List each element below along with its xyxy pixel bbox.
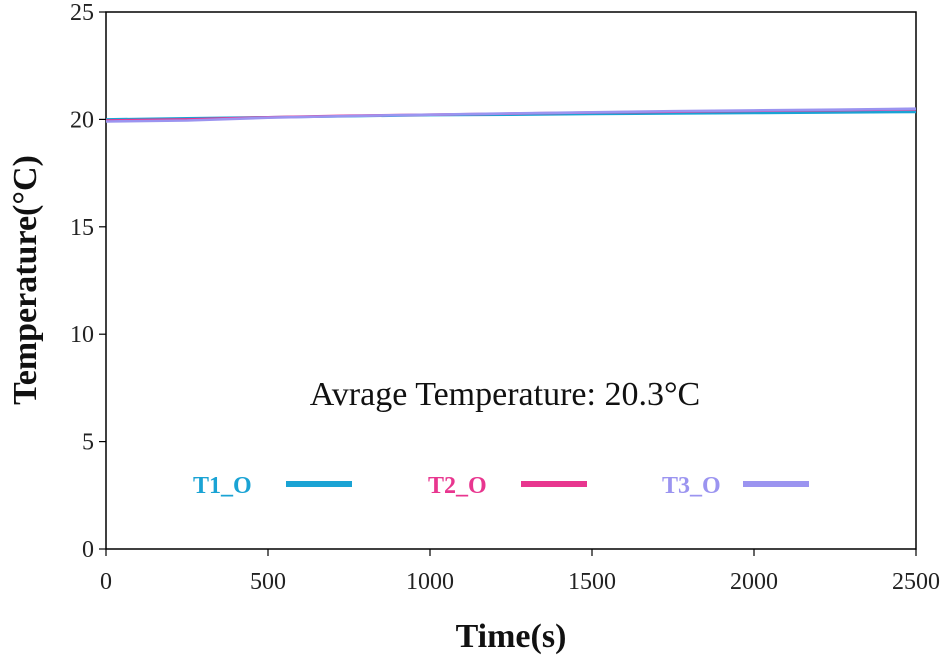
legend-label-t2-o: T2_O (428, 473, 487, 499)
x-axis-ticks: 0 500 1000 1500 2000 2500 (100, 549, 940, 595)
series-lines (105, 107, 917, 123)
x-tick-label: 1000 (406, 569, 454, 595)
legend-label-t1-o: T1_O (193, 473, 252, 499)
y-tick-label: 10 (70, 322, 94, 348)
plot-area (105, 11, 917, 550)
y-axis-title: Temperature(°C) (7, 155, 44, 405)
y-tick-label: 0 (82, 537, 94, 563)
x-axis-title: Time(s) (456, 618, 567, 655)
x-tick-label: 2000 (730, 569, 778, 595)
x-tick-label: 500 (250, 569, 286, 595)
x-tick-label: 2500 (892, 569, 940, 595)
y-tick-label: 25 (70, 0, 94, 26)
legend-label-t3-o: T3_O (662, 473, 721, 499)
plot-frame (105, 11, 917, 550)
legend: T1_O T2_O T3_O (193, 473, 809, 499)
average-temperature-annotation: Avrage Temperature: 20.3°C (310, 376, 700, 413)
x-tick-label: 1500 (568, 569, 616, 595)
series-line-t3-o (105, 107, 917, 123)
y-tick-label: 15 (70, 215, 94, 241)
x-tick-label: 0 (100, 569, 112, 595)
y-tick-label: 5 (82, 430, 94, 456)
y-axis-ticks: 0 5 10 15 20 25 (70, 0, 106, 563)
y-tick-label: 20 (70, 107, 94, 133)
